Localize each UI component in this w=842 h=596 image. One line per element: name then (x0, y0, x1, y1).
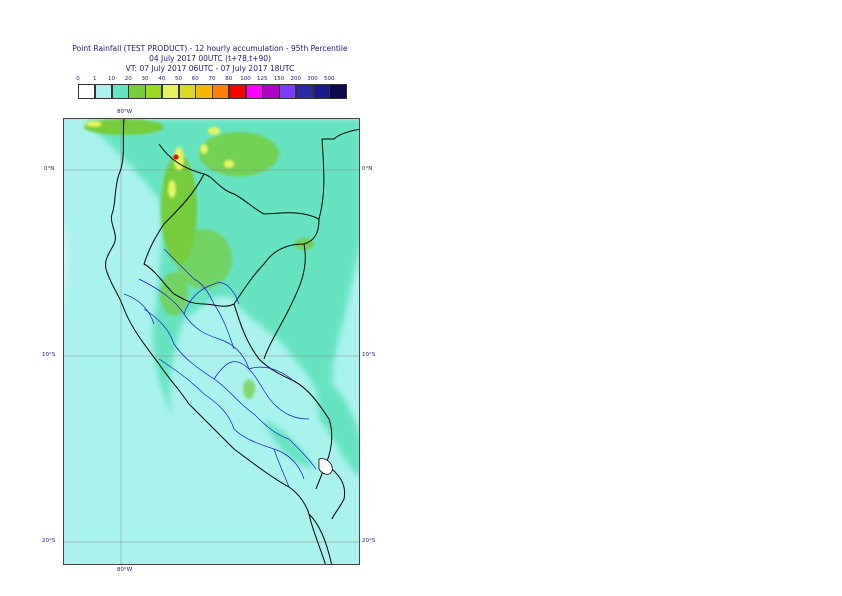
legend-swatch (128, 84, 146, 99)
legend-swatch (161, 84, 179, 99)
legend-swatch (78, 84, 96, 99)
legend-swatch (94, 84, 112, 99)
legend-tick-label: 70 (208, 76, 216, 82)
legend-tick-label: 1 (93, 76, 97, 82)
legend-swatch (329, 84, 347, 99)
chart-subtitle-valid-time: VT: 07 July 2017 06UTC - 07 July 2017 18… (125, 64, 295, 73)
legend-swatch (195, 84, 213, 99)
chart-subtitle-run: 04 July 2017 00UTC (t+78,t+90) (149, 54, 271, 63)
legend-swatch (145, 84, 163, 99)
legend-tick-label: 30 (141, 76, 149, 82)
legend-tick-label: 50 (175, 76, 182, 82)
legend-tick-label: 150 (273, 76, 285, 82)
legend-tick-label: 0 (76, 76, 80, 82)
color-legend: 0 1 10 20 30 40 50 60 70 80 100 125 150 200 300 500 (76, 76, 347, 104)
lat-label-left-0: 0°N (44, 166, 55, 172)
legend-tick-label: 500 (324, 76, 335, 82)
legend-tick-label: 80 (225, 76, 233, 82)
legend-swatch (279, 84, 297, 99)
map-canvas (64, 119, 359, 564)
legend-swatch (295, 84, 313, 99)
rain-20-40mm (86, 121, 234, 198)
lat-label-right-20s: 20°S (362, 538, 376, 544)
legend-swatch (178, 84, 196, 99)
lon-label-top: 80°W (117, 109, 133, 115)
legend-swatch (312, 84, 330, 99)
lat-label-left-10s: 10°S (42, 352, 56, 358)
lake-titicaca (318, 458, 333, 475)
lat-label-right-10s: 10°S (362, 352, 376, 358)
legend-tick-label: 60 (191, 76, 199, 82)
legend-tick-label: 125 (257, 76, 268, 82)
rainfall-map (63, 118, 360, 565)
legend-swatch (228, 84, 246, 99)
chart-title: Point Rainfall (TEST PRODUCT) - 12 hourl… (72, 44, 348, 53)
legend-swatch (212, 84, 230, 99)
lon-label-bottom: 80°W (117, 567, 133, 573)
legend-swatch (245, 84, 263, 99)
legend-swatch (262, 84, 280, 99)
rain-peak (173, 154, 179, 160)
lat-label-right-0: 0°N (362, 166, 373, 172)
graticule (64, 119, 359, 564)
region-boundaries (123, 248, 317, 488)
legend-tick-label: 10 (108, 76, 115, 82)
legend-tick-label: 300 (307, 76, 318, 82)
rain-1-10mm (84, 119, 359, 478)
legend-tick-label: 200 (290, 76, 302, 82)
legend-tick-label: 40 (158, 76, 166, 82)
no-rain-areas (64, 156, 244, 564)
legend-swatch (111, 84, 129, 99)
legend-tick-label: 20 (124, 76, 132, 82)
legend-tick-label: 100 (240, 76, 251, 82)
coastline-borders (105, 119, 359, 564)
lat-label-left-20s: 20°S (42, 538, 56, 544)
